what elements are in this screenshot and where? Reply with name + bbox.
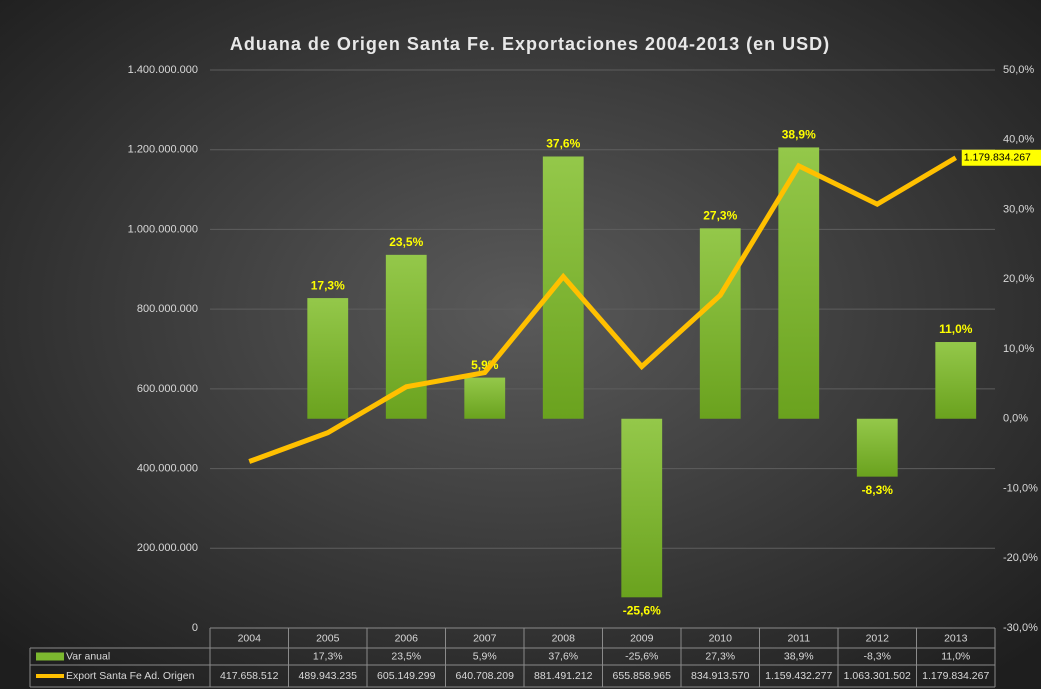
data-label: 23,5%	[389, 235, 423, 249]
y-tick-label: 800.000.000	[137, 303, 198, 315]
x-tick-label: 2007	[473, 632, 497, 644]
legend-label: Export Santa Fe Ad. Origen	[66, 670, 195, 682]
x-tick-label: 2010	[709, 632, 733, 644]
data-label: 1.179.834.267	[964, 152, 1031, 164]
y-tick-label: 0	[192, 622, 198, 634]
bar	[621, 418, 663, 598]
bar	[856, 418, 898, 477]
y-tick-label: 200.000.000	[137, 542, 198, 554]
table-cell: 1.063.301.502	[844, 670, 911, 682]
data-label: 38,9%	[782, 128, 816, 142]
y2-tick-label: 50,0%	[1003, 64, 1034, 76]
table-cell: 417.658.512	[220, 670, 279, 682]
x-tick-label: 2008	[552, 632, 576, 644]
y2-tick-label: 0,0%	[1003, 413, 1028, 425]
table-cell: 27,3%	[705, 650, 735, 662]
legend-swatch	[36, 652, 64, 661]
table-cell: 1.179.834.267	[922, 670, 989, 682]
y2-tick-label: 20,0%	[1003, 273, 1034, 285]
y2-tick-label: 10,0%	[1003, 343, 1034, 355]
y-tick-label: 1.400.000.000	[128, 64, 198, 76]
chart-title: Aduana de Origen Santa Fe. Exportaciones…	[230, 34, 830, 54]
table-cell: 640.708.209	[456, 670, 515, 682]
data-label-box	[961, 149, 1041, 166]
line	[248, 155, 958, 464]
x-tick-label: 2004	[238, 632, 262, 644]
table-cell: 38,9%	[784, 650, 814, 662]
data-label: -8,3%	[862, 483, 894, 497]
bar	[542, 156, 584, 419]
x-tick-label: 2011	[787, 632, 810, 644]
y2-tick-label: 40,0%	[1003, 134, 1034, 146]
table-cell: 655.858.965	[613, 670, 672, 682]
x-tick-label: 2013	[944, 632, 968, 644]
table-cell: 37,6%	[548, 650, 578, 662]
y-tick-label: 1.200.000.000	[128, 144, 198, 156]
table-cell: 11,0%	[941, 650, 970, 662]
x-tick-label: 2012	[866, 632, 890, 644]
table-cell: -8,3%	[864, 650, 891, 662]
data-label: -25,6%	[623, 603, 661, 617]
data-label: 27,3%	[703, 209, 737, 223]
table-cell: 489.943.235	[299, 670, 358, 682]
table-cell: 605.149.299	[377, 670, 436, 682]
table-cell: 23,5%	[391, 650, 421, 662]
y2-tick-label: 30,0%	[1003, 203, 1034, 215]
table-cell: 881.491.212	[534, 670, 593, 682]
y-tick-label: 400.000.000	[137, 462, 198, 474]
legend-label: Var anual	[66, 650, 110, 662]
data-label: 11,0%	[939, 322, 973, 336]
bar	[307, 298, 349, 419]
x-tick-label: 2005	[316, 632, 340, 644]
data-label: 17,3%	[311, 278, 345, 292]
x-tick-label: 2006	[395, 632, 419, 644]
y-tick-label: 600.000.000	[137, 383, 198, 395]
table-cell: 17,3%	[313, 650, 343, 662]
table-cell: 5,9%	[473, 650, 497, 662]
bar	[385, 254, 427, 419]
y2-tick-label: -20,0%	[1003, 552, 1038, 564]
y2-tick-label: -30,0%	[1003, 622, 1038, 634]
bar	[935, 342, 977, 419]
bar	[464, 377, 506, 419]
table-cell: 834.913.570	[691, 670, 750, 682]
table-cell: -25,6%	[625, 650, 658, 662]
y2-tick-label: -10,0%	[1003, 482, 1038, 494]
table-cell: 1.159.432.277	[765, 670, 832, 682]
bar	[699, 228, 741, 419]
x-tick-label: 2009	[630, 632, 654, 644]
y-tick-label: 1.000.000.000	[128, 223, 198, 235]
data-label: 37,6%	[546, 137, 580, 151]
